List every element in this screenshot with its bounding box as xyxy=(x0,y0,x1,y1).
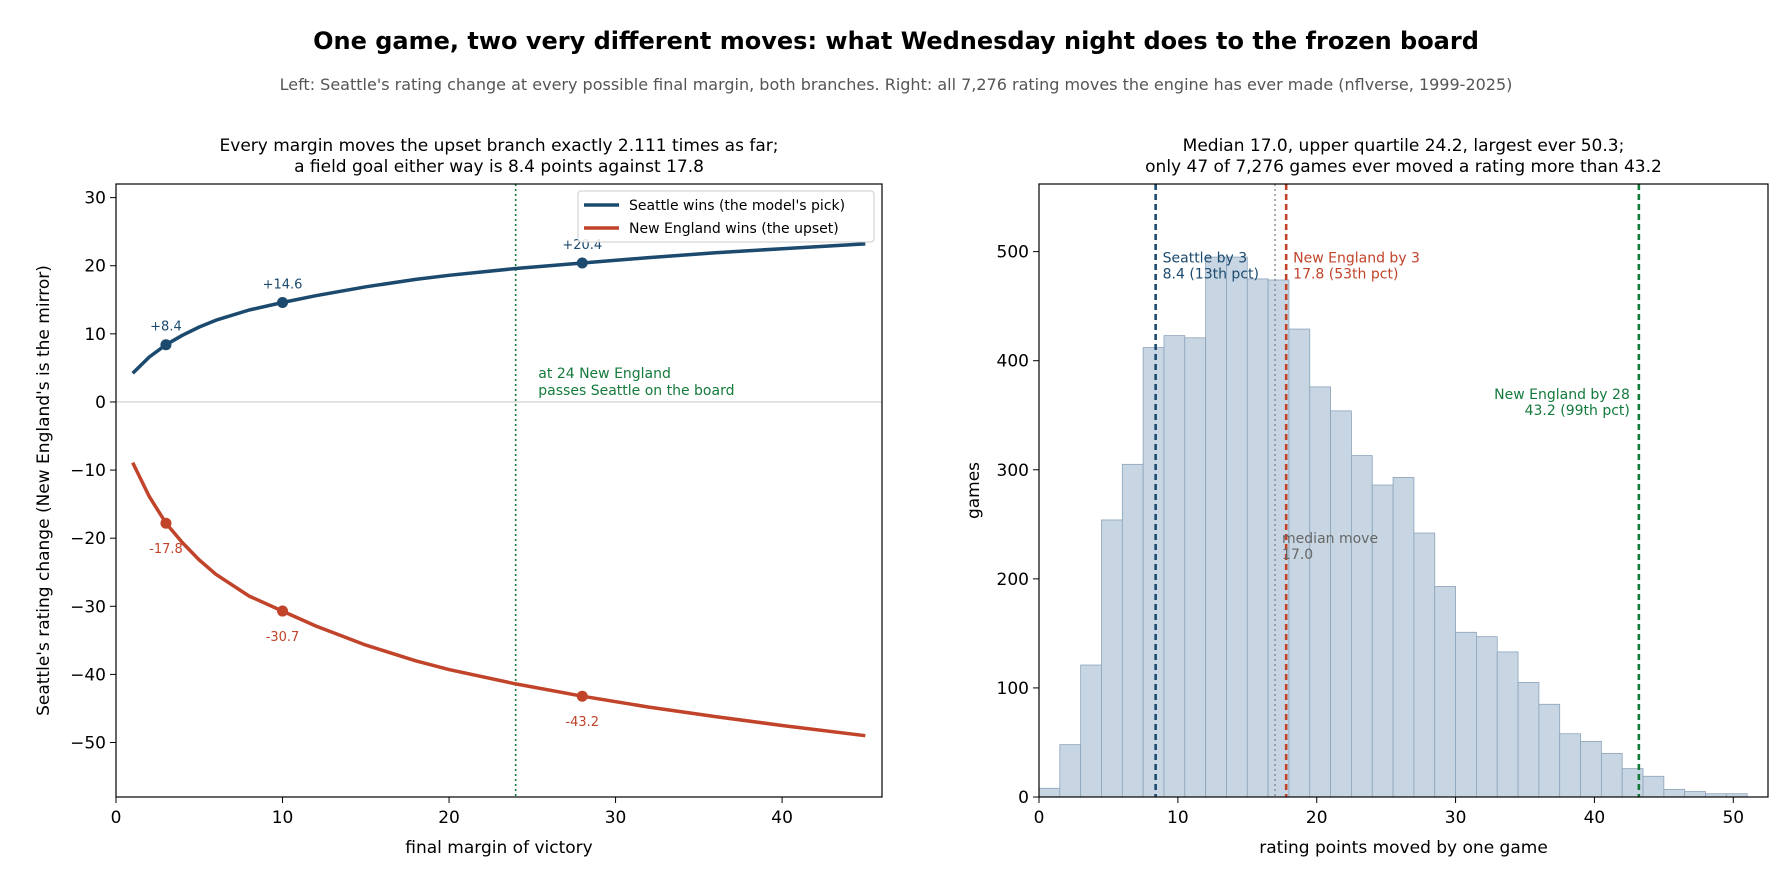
reference-line-label: median move xyxy=(1282,531,1378,547)
histogram-bar xyxy=(1038,787,1061,798)
histogram-bar xyxy=(1142,347,1165,798)
left-x-tick-label: 10 xyxy=(272,808,294,828)
right-x-axis-label: rating points moved by one game xyxy=(1259,838,1548,858)
histogram-bar xyxy=(1496,651,1519,798)
histogram-bar xyxy=(1476,636,1498,798)
histogram-bar xyxy=(1288,328,1311,798)
legend-entry: New England wins (the upset) xyxy=(629,221,839,237)
right-y-tick-label: 500 xyxy=(997,243,1029,263)
right-x-tick-label: 10 xyxy=(1167,808,1189,828)
reference-line-label: 8.4 (13th pct) xyxy=(1163,267,1259,283)
right-x-tick-label: 20 xyxy=(1306,808,1328,828)
data-point xyxy=(576,257,588,269)
right-chart-title-line: only 47 of 7,276 games ever moved a rati… xyxy=(1145,157,1662,177)
histogram-bar xyxy=(1684,791,1706,798)
histogram-bar xyxy=(1101,519,1123,798)
legend-entry: Seattle wins (the model's pick) xyxy=(629,198,845,214)
histogram-bar xyxy=(1080,664,1102,798)
reference-line-label: 17.8 (53th pct) xyxy=(1293,267,1398,283)
histogram-bar xyxy=(1580,740,1602,798)
data-point-label: -43.2 xyxy=(565,715,599,730)
histogram-bar xyxy=(1455,631,1477,798)
right-x-tick-label: 30 xyxy=(1445,808,1467,828)
data-point xyxy=(160,517,172,529)
left-x-axis-label: final margin of victory xyxy=(405,838,592,858)
histogram-bar xyxy=(1351,455,1373,798)
left-x-tick-label: 30 xyxy=(605,808,627,828)
left-y-tick-label: 10 xyxy=(84,325,106,345)
right-y-axis-label: games xyxy=(964,462,984,519)
histogram-bar xyxy=(1226,256,1248,798)
histogram-bar xyxy=(1059,744,1082,798)
left-y-tick-label: −50 xyxy=(70,734,106,754)
data-point-label: -30.7 xyxy=(266,630,300,645)
left-y-tick-label: 0 xyxy=(95,393,106,413)
left-x-tick-label: 40 xyxy=(771,808,793,828)
histogram-bar xyxy=(1309,386,1332,798)
right-y-tick-label: 200 xyxy=(997,570,1029,590)
data-point-label: -17.8 xyxy=(149,542,183,557)
left-axes-frame xyxy=(115,183,883,798)
histogram-bar xyxy=(1246,278,1269,798)
histogram-bar xyxy=(1184,337,1207,798)
right-x-tick-label: 0 xyxy=(1034,808,1045,828)
left-chart-title-line: Every margin moves the upset branch exac… xyxy=(220,136,779,156)
figure-title: One game, two very different moves: what… xyxy=(313,27,1479,55)
right-chart: Seattle by 38.4 (13th pct) New England by… xyxy=(964,136,1769,858)
histogram-bar xyxy=(1621,768,1644,798)
right-axes-frame xyxy=(1038,183,1769,798)
reference-line-label: 43.2 (99th pct) xyxy=(1525,403,1630,419)
right-y-tick-label: 300 xyxy=(997,461,1029,481)
left-x-tick-label: 20 xyxy=(438,808,460,828)
left-y-tick-label: −30 xyxy=(70,597,106,617)
histogram-bar xyxy=(1559,733,1581,798)
data-point xyxy=(160,339,172,351)
histogram-bar xyxy=(1642,775,1665,798)
histogram-bar xyxy=(1392,477,1415,798)
data-point-label: +14.6 xyxy=(263,278,303,293)
histogram-bar xyxy=(1121,463,1144,798)
left-y-tick-label: 20 xyxy=(84,257,106,277)
left-y-axis-label: Seattle's rating change (New England's i… xyxy=(34,265,54,716)
crossover-annotation: at 24 New England xyxy=(538,366,671,382)
histogram-bar xyxy=(1413,532,1436,798)
figure-subtitle: Left: Seattle's rating change at every p… xyxy=(279,75,1513,94)
histogram-bar xyxy=(1434,586,1456,798)
reference-line-label: 17.0 xyxy=(1282,547,1313,563)
left-y-tick-label: −20 xyxy=(70,529,106,549)
data-point xyxy=(576,690,588,702)
reference-line-label: New England by 28 xyxy=(1494,387,1630,403)
seattle-wins-line xyxy=(131,242,866,375)
right-y-tick-label: 400 xyxy=(997,352,1029,372)
histogram-bar xyxy=(1330,410,1352,798)
legend-box xyxy=(577,190,875,243)
data-point xyxy=(277,297,289,309)
histogram-bar xyxy=(1538,703,1561,798)
legend: Seattle wins (the model's pick) New Engla… xyxy=(577,190,875,243)
right-chart-title-line: Median 17.0, upper quartile 24.2, larges… xyxy=(1183,136,1625,156)
histogram-bar xyxy=(1517,682,1540,798)
histogram-bar xyxy=(1600,752,1623,798)
crossover-annotation: passes Seattle on the board xyxy=(538,383,734,399)
left-x-tick-label: 0 xyxy=(111,808,122,828)
right-y-tick-label: 100 xyxy=(997,679,1029,699)
histogram-bar xyxy=(1205,256,1227,798)
right-x-tick-label: 50 xyxy=(1722,808,1744,828)
left-y-tick-label: 30 xyxy=(84,189,106,209)
right-x-tick-label: 40 xyxy=(1584,808,1606,828)
left-chart-title-line: a field goal either way is 8.4 points ag… xyxy=(294,157,704,177)
data-point-label: +8.4 xyxy=(150,320,182,335)
reference-line-label: Seattle by 3 xyxy=(1163,251,1248,267)
histogram-bar xyxy=(1163,335,1186,798)
reference-line-label: New England by 3 xyxy=(1293,251,1420,267)
left-y-tick-label: −40 xyxy=(70,665,106,685)
left-y-tick-label: −10 xyxy=(70,461,106,481)
right-y-tick-label: 0 xyxy=(1018,788,1029,808)
new-england-wins-line xyxy=(131,461,866,738)
histogram-bar xyxy=(1663,788,1686,798)
data-point xyxy=(277,605,289,617)
